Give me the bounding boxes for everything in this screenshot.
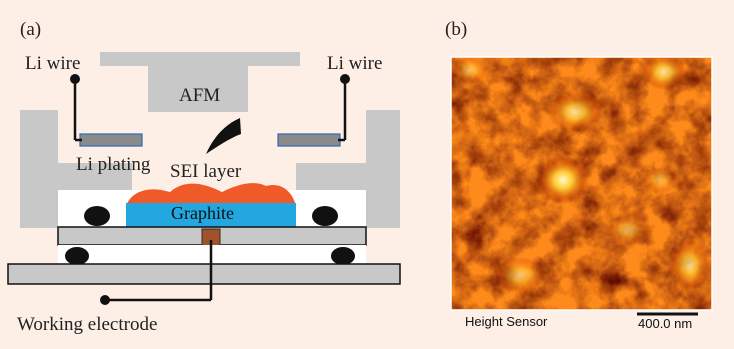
graphite-label: Graphite bbox=[171, 203, 234, 223]
o-ring-right-bottom bbox=[331, 247, 355, 265]
o-ring-left-top bbox=[84, 206, 110, 226]
o-ring-right-top bbox=[312, 206, 338, 226]
working-electrode-label: Working electrode bbox=[17, 314, 158, 335]
afm-bright-spot-5 bbox=[494, 257, 546, 293]
o-ring-left-bottom bbox=[65, 247, 89, 265]
afm-bright-spot-6 bbox=[452, 57, 488, 84]
li-plating-label: Li plating bbox=[76, 154, 151, 175]
panel-a-label: (a) bbox=[20, 19, 42, 40]
afm-bright-spot-2 bbox=[547, 92, 603, 132]
panel-b-label: (b) bbox=[445, 19, 468, 40]
base-plate bbox=[7, 263, 401, 285]
afm-bright-spot-4 bbox=[670, 239, 710, 291]
afm-bright-spot-3 bbox=[642, 57, 686, 90]
li-wire-right-label: Li wire bbox=[327, 53, 383, 74]
afm-bright-spot-1 bbox=[537, 156, 589, 204]
li-wire-left-label: Li wire bbox=[25, 53, 81, 74]
sei-layer-label: SEI layer bbox=[170, 161, 242, 182]
afm-bright-spot-7 bbox=[606, 214, 650, 246]
working-electrode-dot bbox=[100, 295, 110, 305]
scale-bar-label: 400.0 nm bbox=[638, 316, 693, 331]
height-sensor-label: Height Sensor bbox=[465, 314, 548, 329]
sei-layer bbox=[126, 183, 296, 206]
left-housing bbox=[20, 110, 132, 228]
afm-label: AFM bbox=[179, 85, 221, 106]
afm-bright-spot-8 bbox=[642, 166, 678, 194]
afm-tip bbox=[206, 118, 241, 154]
afm-head bbox=[100, 52, 300, 112]
graphite-block bbox=[126, 203, 296, 227]
right-housing bbox=[296, 110, 400, 228]
